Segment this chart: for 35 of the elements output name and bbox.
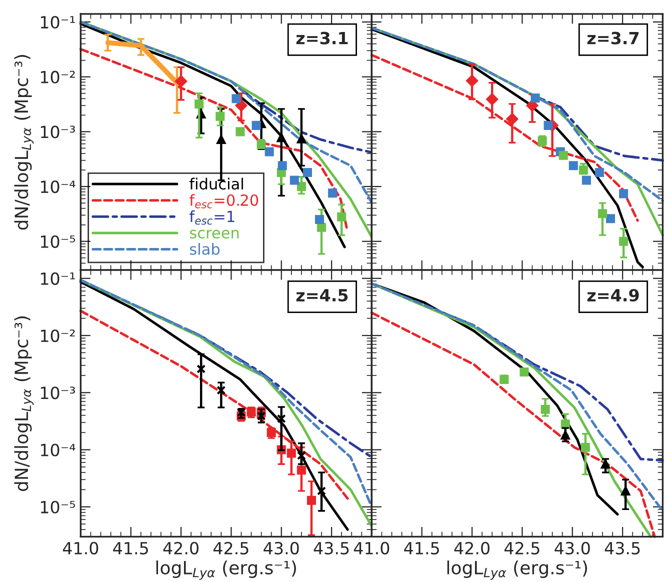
x-tick-label: 42.0: [454, 542, 490, 554]
x-axis-title: logL$_{Lyα}$ (erg.s⁻¹): [447, 560, 587, 580]
x-tick-label: 41.0: [354, 542, 390, 554]
x-tick-label: 43.5: [604, 542, 640, 554]
y-tick-label: 10⁻⁵: [40, 500, 76, 514]
text: fiducial: [190, 178, 243, 190]
x-tick-label: 42.5: [213, 542, 248, 554]
text: f$_{esc}$=1: [190, 210, 234, 225]
x-tick-label: 42.0: [163, 542, 198, 554]
y-tick-label: 10⁻³: [40, 386, 75, 400]
x-tick-label: 41.0: [62, 542, 98, 554]
x-axis-title: logL$_{Lyα}$ (erg.s⁻¹): [156, 560, 296, 580]
y-tick-label: 10⁻³: [40, 126, 75, 138]
y-axis-title: dN/dlogL$_{Lyα}$ (Mpc⁻³): [14, 316, 34, 492]
text: f$_{esc}$=0.20: [190, 194, 258, 208]
y-tick-label: 10⁻²: [40, 329, 75, 342]
x-tick-label: 41.5: [404, 542, 439, 554]
x-tick-label: 43.0: [554, 542, 590, 554]
text: slab: [190, 243, 220, 255]
x-tick-label: 41.5: [113, 542, 148, 554]
y-axis-title: dN/dlogL$_{Lyα}$ (Mpc⁻³): [14, 55, 34, 230]
y-tick-label: 10⁻¹: [40, 16, 75, 29]
x-tick-label: 43.0: [264, 542, 299, 554]
annotation: z=4.5: [296, 289, 348, 302]
y-tick-label: 10⁻¹: [40, 272, 75, 285]
y-tick-label: 10⁻²: [40, 70, 75, 84]
x-tick-label: 42.5: [504, 542, 540, 554]
y-tick-label: 10⁻⁴: [40, 444, 76, 456]
annotation: z=3.1: [296, 32, 348, 44]
annotation: z=3.7: [587, 32, 639, 44]
annotation: z=4.9: [587, 288, 639, 302]
y-tick-label: 10⁻⁵: [40, 235, 76, 248]
text: screen: [190, 230, 239, 239]
y-tick-label: 10⁻⁴: [40, 180, 76, 194]
x-tick-label: 43.5: [314, 542, 349, 554]
